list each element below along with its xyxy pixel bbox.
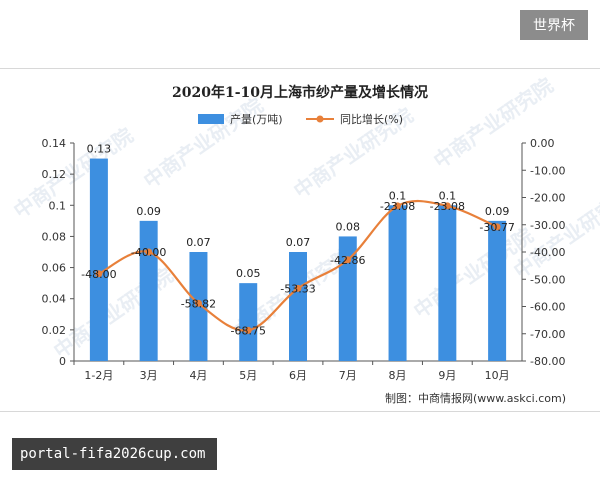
line-value-label: -58.82 xyxy=(181,297,216,310)
bar-value-label: 0.05 xyxy=(236,267,261,280)
line-value-label: -53.33 xyxy=(280,282,315,295)
site-banner: portal-fifa2026cup.com xyxy=(12,438,217,470)
source-note: 制图：中商情报网(www.askci.com) xyxy=(385,391,566,405)
line-point xyxy=(95,270,103,278)
line-value-label: -42.86 xyxy=(330,254,365,267)
bar xyxy=(488,220,507,361)
y-left-tick-label: 0.12 xyxy=(42,168,67,181)
y-left-tick-label: 0.06 xyxy=(42,262,67,275)
bar-value-label: 0.08 xyxy=(336,220,361,233)
x-tick-label: 4月 xyxy=(189,369,207,382)
bar xyxy=(89,158,108,361)
y-right-tick-label: -40.00 xyxy=(530,246,565,259)
watermark-text: 中商产业研究院 xyxy=(139,93,267,193)
bar xyxy=(139,220,158,361)
line-point xyxy=(145,248,153,256)
line-point xyxy=(493,223,501,231)
bar xyxy=(338,236,357,361)
line-value-label: -68.75 xyxy=(230,324,265,337)
brand-badge: 世界杯 xyxy=(520,10,588,40)
line-point xyxy=(244,326,252,334)
y-right-tick-label: -30.00 xyxy=(530,219,565,232)
bar-series xyxy=(89,158,507,361)
bar xyxy=(388,205,407,361)
bar xyxy=(239,283,258,361)
x-tick-label: 3月 xyxy=(140,369,158,382)
bar-value-label: 0.07 xyxy=(286,236,311,249)
x-tick-label: 8月 xyxy=(389,369,407,382)
line-value-label: -40.00 xyxy=(131,246,166,259)
legend-line-label: 同比增长(%) xyxy=(340,112,403,126)
y-left-tick-label: 0.14 xyxy=(42,137,67,150)
bar-value-label: 0.1 xyxy=(439,189,457,202)
x-tick-label: 9月 xyxy=(438,369,456,382)
chart-legend: 产量(万吨) 同比增长(%) xyxy=(198,112,403,126)
x-tick-label: 7月 xyxy=(339,369,357,382)
line-point xyxy=(443,202,451,210)
chart-title: 2020年1-10月上海市纱产量及增长情况 xyxy=(172,84,428,101)
line-point xyxy=(194,299,202,307)
watermark-text: 中商产业研究院 xyxy=(429,73,557,173)
y-right-tick-label: -10.00 xyxy=(530,164,565,177)
x-tick-label: 1-2月 xyxy=(84,369,113,382)
bar-value-label: 0.1 xyxy=(389,189,407,202)
y-right-tick-label: -70.00 xyxy=(530,328,565,341)
line-value-label: -23.08 xyxy=(430,200,465,213)
y-right-tick-label: -80.00 xyxy=(530,355,565,368)
y-left-tick-label: 0.08 xyxy=(42,230,67,243)
data-labels: 0.13 0.09 0.07 0.05 0.07 0.08 0.1 0.1 0.09 -48.00… xyxy=(81,143,515,338)
y-right-tick-label: -20.00 xyxy=(530,192,565,205)
x-tick-label: 5月 xyxy=(239,369,257,382)
y-right-tick-label: -60.00 xyxy=(530,301,565,314)
y-right-tick-label: 0.00 xyxy=(530,137,555,150)
x-tick-label: 10月 xyxy=(485,369,510,382)
watermark-text: 中商产业研究院 xyxy=(9,123,137,223)
y-right-tick-label: -50.00 xyxy=(530,273,565,286)
bar-value-label: 0.09 xyxy=(485,205,510,218)
line-point xyxy=(294,284,302,292)
legend-bar-swatch xyxy=(198,114,224,124)
y-left-tick-label: 0.1 xyxy=(49,199,67,212)
line-value-label: -30.77 xyxy=(479,221,514,234)
line-series xyxy=(95,199,501,334)
line-point xyxy=(394,202,402,210)
y-left-tick-label: 0.04 xyxy=(42,293,67,306)
bar xyxy=(438,205,457,361)
legend-bar-label: 产量(万吨) xyxy=(230,112,283,126)
chart-frame: 中商产业研究院 中商产业研究院 中商产业研究院 中商产业研究院 中商产业研究院 中商产业研… xyxy=(0,68,600,412)
bar-value-label: 0.13 xyxy=(87,143,112,156)
x-tick-label: 6月 xyxy=(289,369,307,382)
line-value-label: -48.00 xyxy=(81,268,116,281)
bar xyxy=(289,252,307,361)
bar-value-label: 0.07 xyxy=(186,236,211,249)
y-left-tick-label: 0 xyxy=(59,355,66,368)
line-value-label: -23.08 xyxy=(380,200,415,213)
y-left-tick-label: 0.02 xyxy=(42,324,67,337)
bar-value-label: 0.09 xyxy=(136,205,161,218)
line-point xyxy=(344,256,352,264)
legend-line-marker xyxy=(316,115,324,123)
